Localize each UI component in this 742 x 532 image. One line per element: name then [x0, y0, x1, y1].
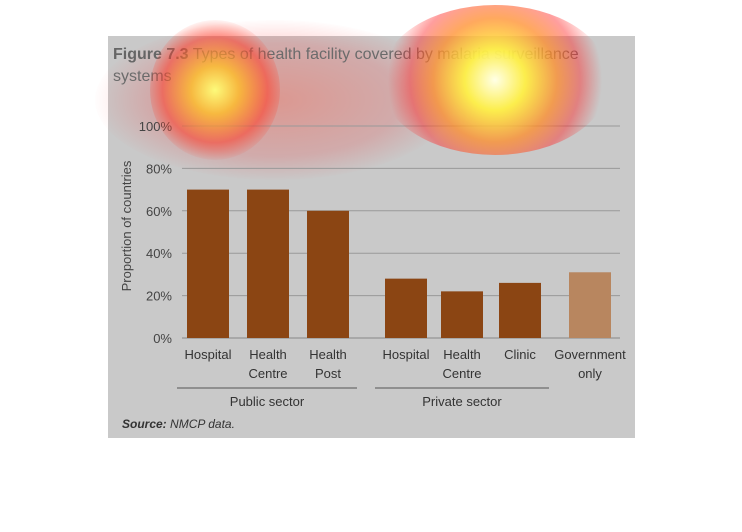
x-tick-label: Post: [315, 366, 341, 381]
y-tick-label: 100%: [139, 119, 173, 134]
x-tick-label: only: [578, 366, 602, 381]
bar: [499, 282, 541, 338]
x-tick-label: Health: [309, 347, 347, 362]
bar: [441, 291, 483, 338]
x-tick-label: Health: [443, 347, 481, 362]
x-tick-label: Hospital: [185, 347, 232, 362]
y-tick-label: 20%: [146, 289, 172, 304]
x-tick-label: Health: [249, 347, 287, 362]
bar: [187, 189, 229, 338]
y-tick-label: 80%: [146, 161, 172, 176]
group-label: Public sector: [230, 394, 305, 409]
source-text: NMCP data.: [170, 417, 235, 431]
y-axis-label: Proportion of countries: [119, 160, 134, 291]
y-tick-label: 60%: [146, 204, 172, 219]
bar: [569, 272, 611, 338]
y-tick-label: 0%: [153, 331, 172, 346]
bar: [307, 210, 349, 338]
y-tick-label: 40%: [146, 246, 172, 261]
x-tick-label: Centre: [442, 366, 481, 381]
x-tick-label: Centre: [248, 366, 287, 381]
x-tick-label: Hospital: [383, 347, 430, 362]
x-tick-label: Government: [554, 347, 626, 362]
bar: [385, 278, 427, 338]
x-tick-label: Clinic: [504, 347, 536, 362]
chart-source: Source: NMCP data.: [122, 417, 235, 431]
source-label: Source:: [122, 417, 167, 431]
group-label: Private sector: [422, 394, 502, 409]
bar: [247, 189, 289, 338]
